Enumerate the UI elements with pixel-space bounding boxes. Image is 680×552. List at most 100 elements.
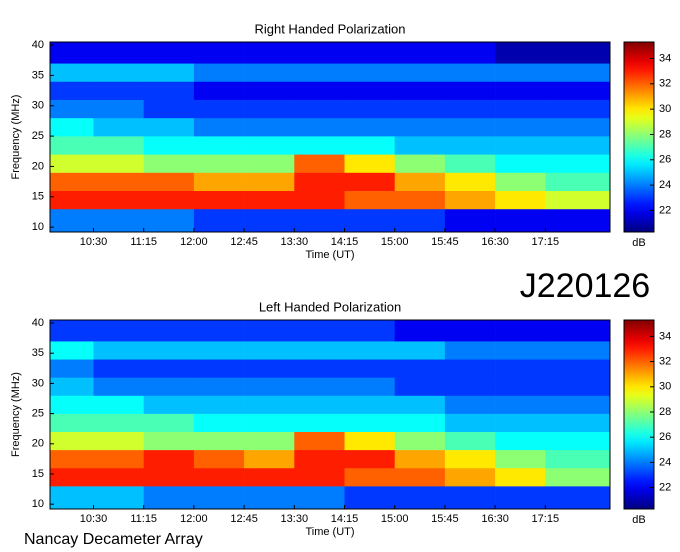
heatmap-cell [294,377,345,396]
event-id: J220126 [520,267,650,305]
y-tick-label: 10 [32,498,44,510]
heatmap-cell [495,42,546,64]
heatmap-cell [294,136,345,155]
heatmap-cell [244,172,295,192]
heatmap-cell [193,449,245,469]
heatmap-cell [444,81,496,100]
heatmap-cell [344,154,396,173]
heatmap-cell [244,377,295,396]
x-tick-label: 14:15 [331,513,359,525]
heatmap-cell [545,42,611,64]
heatmap-cell [193,81,245,100]
heatmap-cell [244,63,295,82]
heatmap-cell [143,341,195,360]
heatmap-cell [294,172,345,192]
heatmap-cell [193,467,245,487]
heatmap-cell [344,190,396,210]
heatmap-cell [444,190,496,210]
heatmap-cell [50,42,94,64]
heatmap-cell [50,341,94,360]
colorbar-label: dB [632,237,645,249]
y-axis-label: Frequency (MHz) [10,95,22,180]
colorbar-tick-label: 22 [659,204,671,216]
heatmap-cell [344,63,396,82]
heatmap-cell [394,63,446,82]
heatmap-cell [244,136,295,155]
heatmap-cell [545,341,611,360]
heatmap-cell [193,99,245,119]
heatmap-cell [143,413,195,433]
colorbar-tick-label: 24 [659,456,671,468]
heatmap-cell [143,431,195,451]
heatmap-cell [50,136,94,155]
heatmap-cell [545,467,611,487]
heatmap-cell [294,190,345,210]
y-tick-label: 15 [32,191,44,203]
heatmap-cell [495,359,546,378]
heatmap-cell [244,99,295,119]
heatmap-cell [193,413,245,433]
y-tick-label: 35 [32,347,44,359]
heatmap-cell [50,81,94,100]
heatmap-cell [344,467,396,487]
heatmap-cell [193,136,245,155]
heatmap-cell [344,208,396,233]
x-tick-label: 10:30 [80,236,108,248]
heatmap-cell [344,136,396,155]
heatmap-cell [93,320,145,342]
heatmap-cell [444,208,496,233]
heatmap-cell [444,486,496,510]
heatmap-cell [545,190,611,210]
heatmap-cell [50,431,94,451]
heatmap-cell [495,81,546,100]
plot-frame [49,319,611,510]
plot-frame [49,41,611,233]
colorbar-tick-label: 34 [659,52,671,64]
heatmap-cell [93,117,145,137]
heatmap-cell [394,172,446,192]
colorbar-label: dB [632,514,645,526]
y-tick-label: 30 [32,377,44,389]
heatmap-cell [394,42,446,64]
heatmap-cell [444,154,496,173]
heatmap-cell [294,81,345,100]
heatmap-cell [344,449,396,469]
heatmap-cell [143,486,195,510]
heatmap-cell [495,172,546,192]
heatmap-cell [50,208,94,233]
x-tick-label: 10:30 [80,513,108,525]
heatmap-cell [444,431,496,451]
heatmap-cell [545,431,611,451]
y-tick-label: 25 [32,130,44,142]
heatmap-cell [294,431,345,451]
heatmap-cell [344,359,396,378]
heatmap-cell [294,359,345,378]
heatmap-cell [193,359,245,378]
heatmap-cell [50,63,94,82]
x-tick-label: 16:30 [481,513,509,525]
heatmap-cell [344,172,396,192]
colorbar-tick-label: 28 [659,128,671,140]
heatmap-cell [193,172,245,192]
heatmap-cell [545,395,611,414]
heatmap-cell [93,208,145,233]
colorbar-tick-label: 32 [659,78,671,90]
heatmap-cell [444,359,496,378]
heatmap-cell [294,449,345,469]
heatmap-cell [294,341,345,360]
colorbar-tick-label: 30 [659,103,671,115]
heatmap-cell [143,395,195,414]
heatmap-cell [93,467,145,487]
heatmap-cell [93,190,145,210]
heatmap-cell [244,320,295,342]
heatmap-cell [244,359,295,378]
heatmap-cell [545,413,611,433]
colorbar-tick-label: 34 [659,330,671,342]
x-tick-label: 15:45 [431,236,459,248]
heatmap-cell [394,117,446,137]
colorbar-tick-label: 26 [659,431,671,443]
heatmap-cell [50,395,94,414]
heatmap-cell [193,341,245,360]
colorbar-tick-label: 22 [659,481,671,493]
heatmap-cell [495,377,546,396]
